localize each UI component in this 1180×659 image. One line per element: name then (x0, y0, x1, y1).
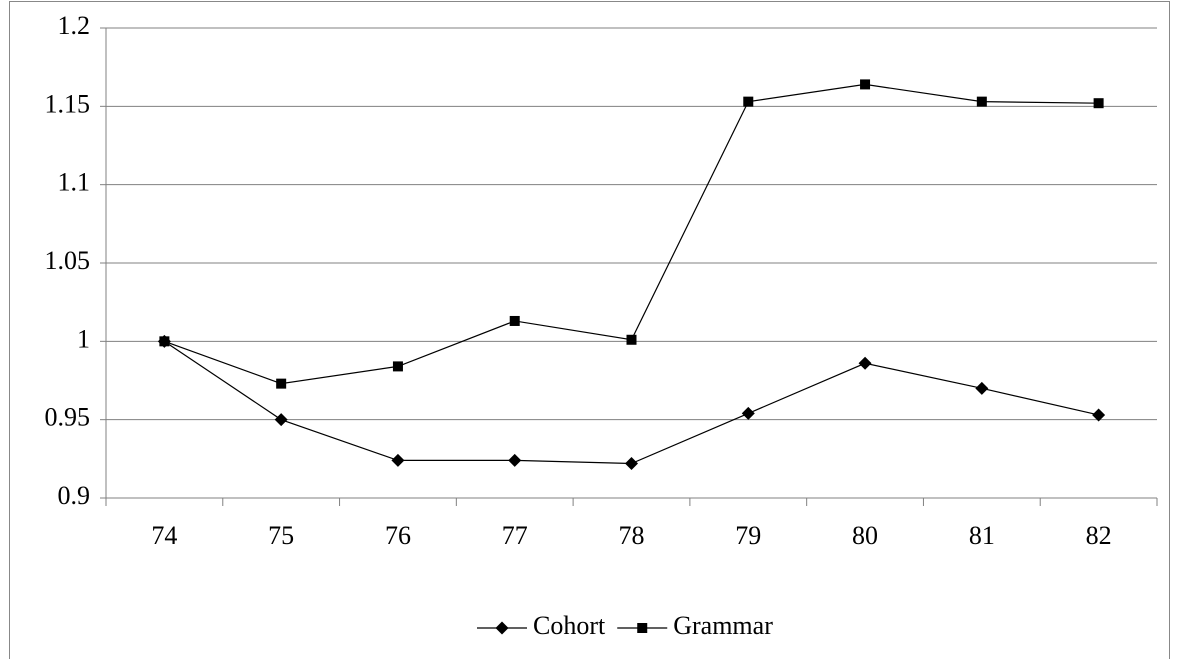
x-tick-label: 78 (619, 521, 645, 550)
data-point (858, 356, 872, 370)
y-tick-label: 1.05 (45, 246, 91, 275)
y-tick-label: 0.9 (58, 481, 91, 510)
data-point (1092, 408, 1106, 422)
legend-marker (637, 623, 648, 633)
data-point (975, 381, 989, 395)
x-tick-label: 75 (268, 521, 294, 550)
x-tick-label: 82 (1086, 521, 1112, 550)
data-point (391, 453, 405, 467)
legend-marker (495, 621, 509, 635)
y-tick-label: 1 (77, 324, 90, 353)
data-point (743, 96, 754, 107)
legend-label: Cohort (533, 611, 606, 640)
x-tick-label: 81 (969, 521, 995, 550)
data-point (626, 334, 637, 345)
legend-label: Grammar (673, 611, 773, 640)
y-tick-label: 1.1 (58, 168, 91, 197)
data-point (508, 453, 522, 467)
data-point (860, 79, 871, 90)
y-tick-label: 0.95 (45, 403, 91, 432)
data-point (509, 315, 520, 326)
x-tick-label: 77 (502, 521, 528, 550)
x-tick-label: 74 (151, 521, 177, 550)
data-point (159, 336, 170, 347)
data-point (392, 361, 403, 372)
data-point (276, 378, 287, 389)
x-tick-label: 79 (735, 521, 761, 550)
x-tick-label: 80 (852, 521, 878, 550)
y-tick-label: 1.2 (58, 11, 91, 40)
y-tick-label: 1.15 (45, 89, 91, 118)
data-point (625, 457, 638, 471)
data-point (274, 413, 288, 427)
chart-frame (9, 1, 1170, 659)
data-point (1093, 98, 1104, 109)
x-tick-label: 76 (385, 521, 411, 550)
data-point (741, 406, 755, 420)
data-point (976, 96, 987, 107)
